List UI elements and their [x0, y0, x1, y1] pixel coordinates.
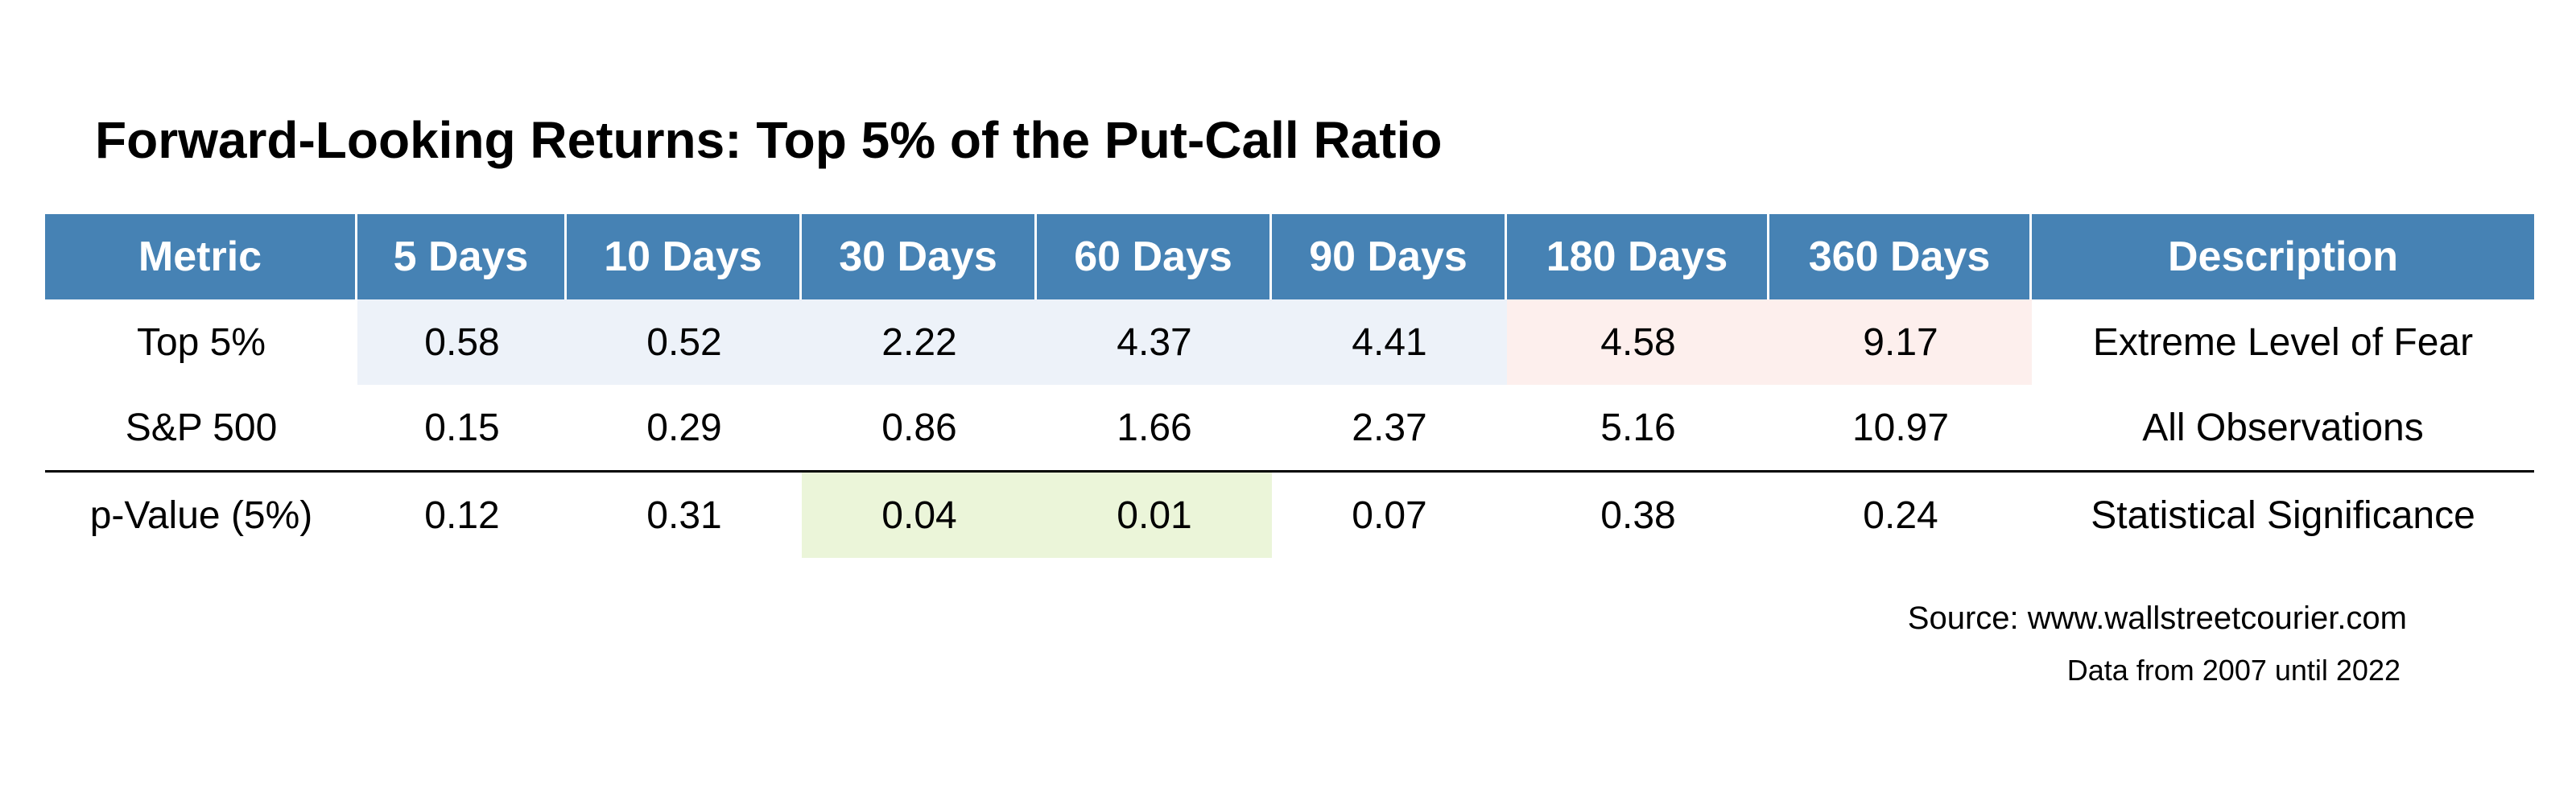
table-cell: 0.12 [424, 493, 500, 537]
table-cell: 0.31 [646, 493, 722, 537]
date-range-note: Data from 2007 until 2022 [2066, 654, 2401, 687]
table-cell: 0.04 [802, 473, 1037, 558]
table-cell: 2.22 [802, 299, 1037, 385]
row-label: S&P 500 [125, 406, 278, 449]
table-cell: 0.38 [1600, 493, 1676, 537]
table-cell: 4.41 [1272, 299, 1507, 385]
table-cell: 10.97 [1852, 406, 1950, 449]
row-description: All Observations [2142, 406, 2424, 449]
row-description: Extreme Level of Fear [2092, 320, 2474, 364]
column-header: 30 Days [802, 214, 1037, 299]
row-label: Top 5% [136, 320, 266, 364]
table-divider [45, 470, 2534, 473]
table-cell: 0.86 [881, 406, 957, 449]
column-header: 180 Days [1507, 214, 1769, 299]
chart-title: Forward-Looking Returns: Top 5% of the P… [95, 111, 1443, 169]
table-cell: 9.17 [1769, 299, 2032, 385]
column-header: 5 Days [357, 214, 567, 299]
table-cell: 0.07 [1352, 493, 1427, 537]
table-cell: 0.01 [1037, 473, 1272, 558]
column-header: 60 Days [1037, 214, 1272, 299]
table-row-sp500: S&P 500 0.15 0.29 0.86 1.66 2.37 5.16 10.97 All … [45, 385, 2534, 470]
table-cell: 5.16 [1600, 406, 1676, 449]
returns-table: Metric 5 Days 10 Days 30 Days 60 Days 90 Days… [45, 214, 2534, 558]
table-cell: 0.58 [357, 299, 567, 385]
row-description: Statistical Significance [2091, 493, 2475, 537]
table-cell: 0.15 [424, 406, 500, 449]
table-row-pvalue: p-Value (5%) 0.12 0.31 0.04 0.01 0.07 0.38 0.24… [45, 473, 2534, 558]
column-header: 360 Days [1769, 214, 2032, 299]
table-row-top5: Top 5% 0.58 0.52 2.22 4.37 4.41 4.58 9.17 Extrem… [45, 299, 2534, 385]
table-cell: 0.52 [567, 299, 802, 385]
row-label: p-Value (5%) [89, 493, 313, 537]
table-cell: 2.37 [1352, 406, 1427, 449]
column-header: 10 Days [567, 214, 802, 299]
column-header: Metric [45, 214, 357, 299]
table-cell: 4.37 [1037, 299, 1272, 385]
table-header-row: Metric 5 Days 10 Days 30 Days 60 Days 90 Days… [45, 214, 2534, 299]
table-cell: 0.29 [646, 406, 722, 449]
table-cell: 0.24 [1863, 493, 1938, 537]
table-cell: 4.58 [1507, 299, 1769, 385]
column-header: 90 Days [1272, 214, 1507, 299]
source-text: Source: www.wallstreetcourier.com [1907, 601, 2407, 636]
table-cell: 1.66 [1117, 406, 1192, 449]
column-header: Description [2032, 214, 2534, 299]
